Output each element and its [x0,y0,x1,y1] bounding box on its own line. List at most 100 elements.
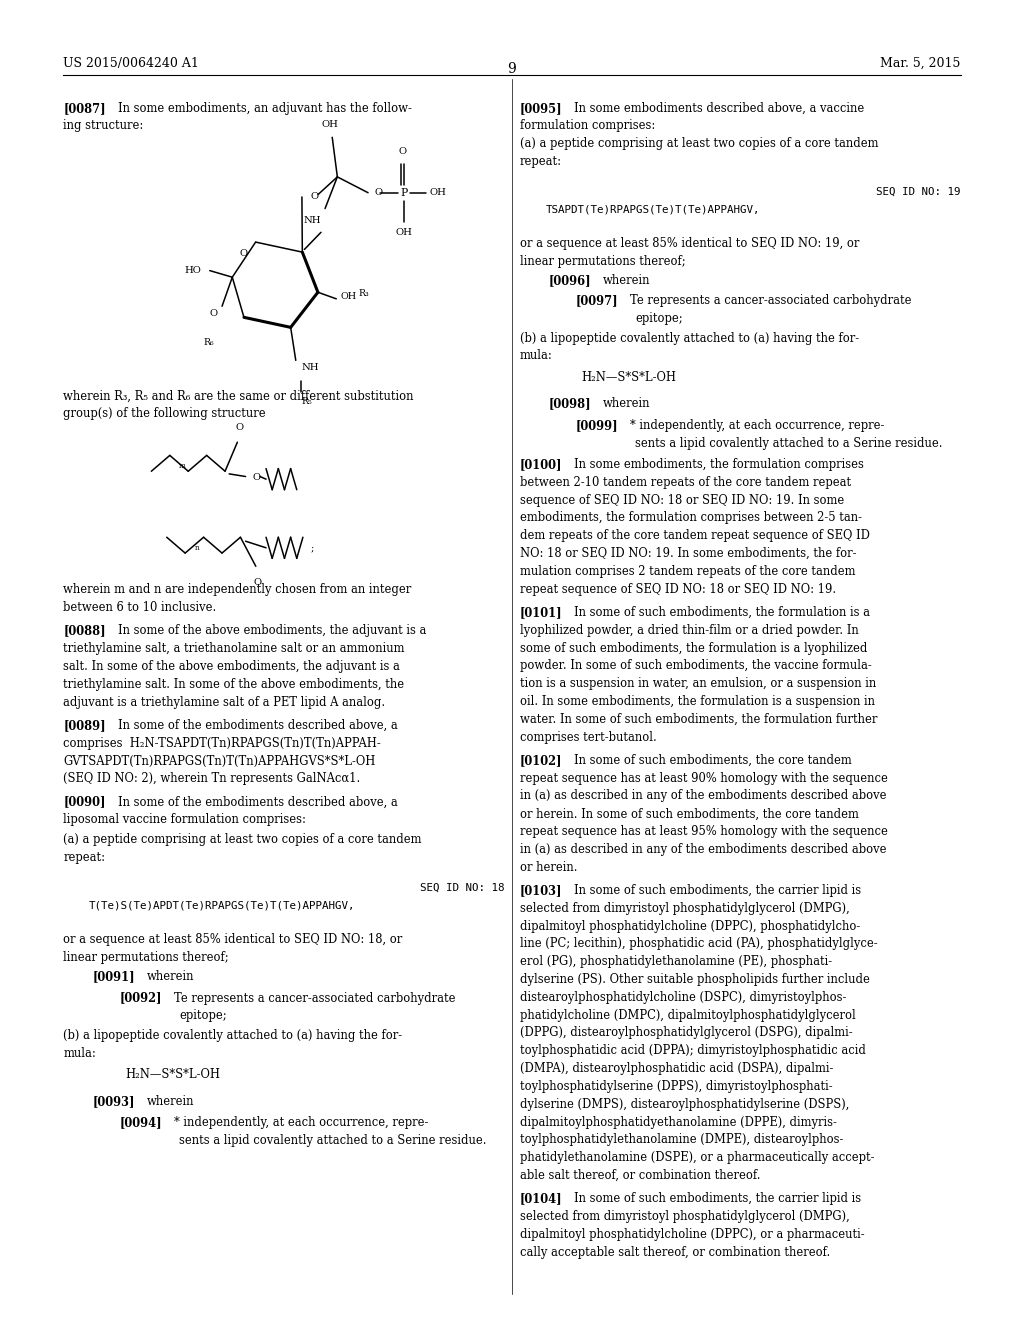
Text: * independently, at each occurrence, repre-: * independently, at each occurrence, rep… [631,418,885,432]
Text: between 6 to 10 inclusive.: between 6 to 10 inclusive. [63,601,217,614]
Text: R₆: R₆ [204,338,214,347]
Text: adjuvant is a triethylamine salt of a PET lipid A analog.: adjuvant is a triethylamine salt of a PE… [63,696,386,709]
Text: O: O [310,193,318,202]
Text: NH: NH [303,216,321,226]
Text: phatidylethanolamine (DSPE), or a pharmaceutically accept-: phatidylethanolamine (DSPE), or a pharma… [519,1151,874,1164]
Text: liposomal vaccine formulation comprises:: liposomal vaccine formulation comprises: [63,813,306,826]
Text: O: O [240,248,248,257]
Text: sents a lipid covalently attached to a Serine residue.: sents a lipid covalently attached to a S… [179,1134,486,1147]
Text: (SEQ ID NO: 2), wherein Tn represents GalNAcα1.: (SEQ ID NO: 2), wherein Tn represents Ga… [63,772,360,785]
Text: repeat:: repeat: [519,154,562,168]
Text: dipalmitoyl phosphatidylcholine (DPPC), or a pharmaceuti-: dipalmitoyl phosphatidylcholine (DPPC), … [519,1228,864,1241]
Text: O: O [254,578,262,587]
Text: [0088]: [0088] [63,624,106,638]
Text: mula:: mula: [519,350,552,362]
Text: mula:: mula: [63,1047,96,1060]
Text: wherein: wherein [602,275,650,288]
Text: HO: HO [184,267,202,275]
Text: sequence of SEQ ID NO: 18 or SEQ ID NO: 19. In some: sequence of SEQ ID NO: 18 or SEQ ID NO: … [519,494,844,507]
Text: embodiments, the formulation comprises between 2-5 tan-: embodiments, the formulation comprises b… [519,511,861,524]
Text: O: O [398,147,407,156]
Text: TSAPDT(Te)RPAPGS(Te)T(Te)APPAHGV,: TSAPDT(Te)RPAPGS(Te)T(Te)APPAHGV, [545,205,760,215]
Text: H₂N—S*S*L-OH: H₂N—S*S*L-OH [581,371,676,384]
Text: In some of the above embodiments, the adjuvant is a: In some of the above embodiments, the ad… [118,624,426,638]
Text: [0094]: [0094] [120,1117,163,1129]
Text: dipalmitoylphosphatidyethanolamine (DPPE), dimyris-: dipalmitoylphosphatidyethanolamine (DPPE… [519,1115,837,1129]
Text: O: O [374,189,382,197]
Text: [0096]: [0096] [549,275,591,288]
Text: toylphosphatidylserine (DPPS), dimyristoylphosphati-: toylphosphatidylserine (DPPS), dimyristo… [519,1080,833,1093]
Text: formulation comprises:: formulation comprises: [519,120,655,132]
Text: (b) a lipopeptide covalently attached to (a) having the for-: (b) a lipopeptide covalently attached to… [63,1028,402,1041]
Text: [0099]: [0099] [575,418,618,432]
Text: in (a) as described in any of the embodiments described above: in (a) as described in any of the embodi… [519,789,886,803]
Text: [0089]: [0089] [63,719,106,731]
Text: selected from dimyristoyl phosphatidylglycerol (DMPG),: selected from dimyristoyl phosphatidylgl… [519,902,850,915]
Text: wherein: wherein [602,397,650,411]
Text: in (a) as described in any of the embodiments described above: in (a) as described in any of the embodi… [519,843,886,855]
Text: n: n [196,544,200,552]
Text: comprises  H₂N-TSAPDT(Tn)RPAPGS(Tn)T(Tn)APPAH-: comprises H₂N-TSAPDT(Tn)RPAPGS(Tn)T(Tn)A… [63,737,381,750]
Text: sents a lipid covalently attached to a Serine residue.: sents a lipid covalently attached to a S… [635,437,943,450]
Text: [0087]: [0087] [63,102,106,115]
Text: water. In some of such embodiments, the formulation further: water. In some of such embodiments, the … [519,713,877,726]
Text: (a) a peptide comprising at least two copies of a core tandem: (a) a peptide comprising at least two co… [519,137,879,150]
Text: repeat sequence of SEQ ID NO: 18 or SEQ ID NO: 19.: repeat sequence of SEQ ID NO: 18 or SEQ … [519,582,836,595]
Text: Te represents a cancer-associated carbohydrate: Te represents a cancer-associated carboh… [631,294,911,308]
Text: [0092]: [0092] [120,991,163,1005]
Text: In some embodiments described above, a vaccine: In some embodiments described above, a v… [573,102,864,115]
Text: In some of such embodiments, the core tandem: In some of such embodiments, the core ta… [573,754,852,767]
Text: dipalmitoyl phosphatidylcholine (DPPC), phosphatidylcho-: dipalmitoyl phosphatidylcholine (DPPC), … [519,920,860,932]
Text: dylserine (PS). Other suitable phospholipids further include: dylserine (PS). Other suitable phospholi… [519,973,869,986]
Text: [0093]: [0093] [92,1094,135,1107]
Text: linear permutations thereof;: linear permutations thereof; [519,255,685,268]
Text: comprises tert-butanol.: comprises tert-butanol. [519,731,656,743]
Text: GVTSAPDT(Tn)RPAPGS(Tn)T(Tn)APPAHGVS*S*L-OH: GVTSAPDT(Tn)RPAPGS(Tn)T(Tn)APPAHGVS*S*L-… [63,755,376,767]
Text: triethylamine salt, a triethanolamine salt or an ammonium: triethylamine salt, a triethanolamine sa… [63,643,404,655]
Text: oil. In some embodiments, the formulation is a suspension in: oil. In some embodiments, the formulatio… [519,696,874,708]
Text: epitope;: epitope; [635,312,683,325]
Text: R₅: R₅ [302,397,312,407]
Text: OH: OH [429,189,446,197]
Text: [0100]: [0100] [519,458,562,471]
Text: [0104]: [0104] [519,1192,562,1205]
Text: or a sequence at least 85% identical to SEQ ID NO: 19, or: or a sequence at least 85% identical to … [519,238,859,249]
Text: selected from dimyristoyl phosphatidylglycerol (DMPG),: selected from dimyristoyl phosphatidylgl… [519,1210,850,1224]
Text: able salt thereof, or combination thereof.: able salt thereof, or combination thereo… [519,1170,760,1181]
Text: (b) a lipopeptide covalently attached to (a) having the for-: (b) a lipopeptide covalently attached to… [519,331,859,345]
Text: O: O [210,309,218,318]
Text: In some of such embodiments, the carrier lipid is: In some of such embodiments, the carrier… [573,1192,861,1205]
Text: US 2015/0064240 A1: US 2015/0064240 A1 [63,57,200,70]
Text: OH: OH [340,292,356,301]
Text: toylphosphatidylethanolamine (DMPE), distearoylphos-: toylphosphatidylethanolamine (DMPE), dis… [519,1134,843,1146]
Text: cally acceptable salt thereof, or combination thereof.: cally acceptable salt thereof, or combin… [519,1246,829,1259]
Text: (DPPG), distearoylphosphatidylglycerol (DSPG), dipalmi-: (DPPG), distearoylphosphatidylglycerol (… [519,1027,852,1039]
Text: ing structure:: ing structure: [63,120,143,132]
Text: SEQ ID NO: 19: SEQ ID NO: 19 [876,187,961,197]
Text: m: m [179,462,185,470]
Text: Te represents a cancer-associated carbohydrate: Te represents a cancer-associated carboh… [174,991,456,1005]
Text: In some of the embodiments described above, a: In some of the embodiments described abo… [118,719,397,731]
Text: [0091]: [0091] [92,970,135,983]
Text: repeat sequence has at least 95% homology with the sequence: repeat sequence has at least 95% homolog… [519,825,888,838]
Text: [0097]: [0097] [575,294,618,308]
Text: dem repeats of the core tandem repeat sequence of SEQ ID: dem repeats of the core tandem repeat se… [519,529,869,543]
Text: In some of such embodiments, the carrier lipid is: In some of such embodiments, the carrier… [573,884,861,896]
Text: lyophilized powder, a dried thin-film or a dried powder. In: lyophilized powder, a dried thin-film or… [519,624,858,636]
Text: ;: ; [311,544,314,552]
Text: salt. In some of the above embodiments, the adjuvant is a: salt. In some of the above embodiments, … [63,660,400,673]
Text: [0103]: [0103] [519,884,562,896]
Text: In some of the embodiments described above, a: In some of the embodiments described abo… [118,796,397,808]
Text: wherein: wherein [146,1094,194,1107]
Text: In some embodiments, the formulation comprises: In some embodiments, the formulation com… [573,458,864,471]
Text: OH: OH [395,228,413,238]
Text: In some embodiments, an adjuvant has the follow-: In some embodiments, an adjuvant has the… [118,102,412,115]
Text: P: P [400,187,408,198]
Text: * independently, at each occurrence, repre-: * independently, at each occurrence, rep… [174,1117,428,1129]
Text: tion is a suspension in water, an emulsion, or a suspension in: tion is a suspension in water, an emulsi… [519,677,876,690]
Text: repeat sequence has at least 90% homology with the sequence: repeat sequence has at least 90% homolog… [519,772,888,784]
Text: 9: 9 [508,62,516,77]
Text: some of such embodiments, the formulation is a lyophilized: some of such embodiments, the formulatio… [519,642,867,655]
Text: [0101]: [0101] [519,606,562,619]
Text: group(s) of the following structure: group(s) of the following structure [63,407,266,420]
